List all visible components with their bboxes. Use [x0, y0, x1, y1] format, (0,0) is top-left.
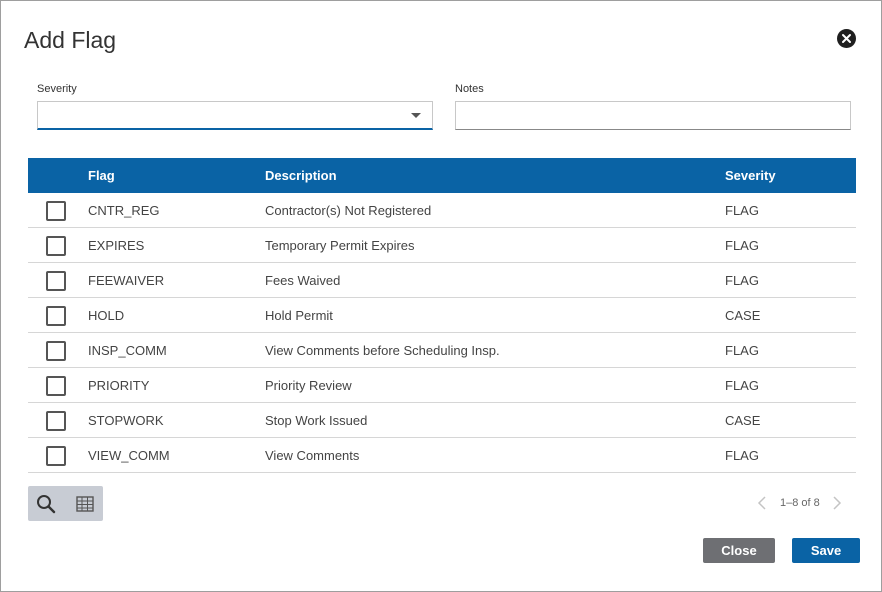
severity-select[interactable]: [37, 101, 433, 130]
notes-input[interactable]: [455, 101, 851, 130]
severity-label: Severity: [37, 83, 77, 95]
row-checkbox[interactable]: [46, 446, 66, 466]
row-checkbox[interactable]: [46, 236, 66, 256]
cell-description: Contractor(s) Not Registered: [265, 203, 432, 218]
row-checkbox[interactable]: [46, 306, 66, 326]
table-icon[interactable]: [74, 493, 96, 515]
cell-description: Priority Review: [265, 378, 352, 393]
cell-flag: CNTR_REG: [88, 203, 160, 218]
cell-description: Fees Waived: [265, 273, 341, 288]
table-row[interactable]: HOLD Hold Permit CASE: [28, 298, 856, 333]
table-row[interactable]: EXPIRES Temporary Permit Expires FLAG: [28, 228, 856, 263]
caret-down-icon: [411, 113, 421, 118]
notes-label: Notes: [455, 83, 484, 95]
save-button[interactable]: Save: [792, 538, 860, 563]
cell-flag: STOPWORK: [88, 413, 164, 428]
next-page-icon[interactable]: [832, 496, 842, 510]
row-checkbox[interactable]: [46, 271, 66, 291]
row-checkbox[interactable]: [46, 411, 66, 431]
cell-severity: FLAG: [725, 378, 759, 393]
table-row[interactable]: INSP_COMM View Comments before Scheduling…: [28, 333, 856, 368]
grid-toolbar: [28, 486, 103, 521]
close-button[interactable]: Close: [703, 538, 775, 563]
cell-flag: FEEWAIVER: [88, 273, 165, 288]
table-row[interactable]: FEEWAIVER Fees Waived FLAG: [28, 263, 856, 298]
header-flag[interactable]: Flag: [88, 168, 115, 183]
cell-description: View Comments: [265, 448, 360, 463]
row-checkbox[interactable]: [46, 376, 66, 396]
cell-severity: FLAG: [725, 448, 759, 463]
flags-table: Flag Description Severity CNTR_REG Contra…: [28, 158, 856, 473]
table-row[interactable]: STOPWORK Stop Work Issued CASE: [28, 403, 856, 438]
cell-severity: CASE: [725, 308, 761, 323]
pager-text: 1–8 of 8: [780, 497, 820, 509]
table-row[interactable]: CNTR_REG Contractor(s) Not Registered FLAG: [28, 193, 856, 228]
search-icon[interactable]: [35, 493, 57, 515]
cell-severity: FLAG: [725, 238, 759, 253]
table-row[interactable]: VIEW_COMM View Comments FLAG: [28, 438, 856, 473]
prev-page-icon[interactable]: [757, 496, 767, 510]
cell-flag: EXPIRES: [88, 238, 145, 253]
cell-severity: FLAG: [725, 273, 759, 288]
close-icon[interactable]: [837, 29, 856, 48]
dialog-title: Add Flag: [24, 27, 117, 53]
row-checkbox[interactable]: [46, 341, 66, 361]
cell-flag: HOLD: [88, 308, 125, 323]
cell-description: View Comments before Scheduling Insp.: [265, 343, 500, 358]
cell-flag: VIEW_COMM: [88, 448, 170, 463]
cell-flag: INSP_COMM: [88, 343, 167, 358]
table-header: Flag Description Severity: [28, 158, 856, 193]
cell-description: Hold Permit: [265, 308, 333, 323]
table-row[interactable]: PRIORITY Priority Review FLAG: [28, 368, 856, 403]
header-description[interactable]: Description: [265, 168, 337, 183]
cell-description: Stop Work Issued: [265, 413, 368, 428]
cell-flag: PRIORITY: [88, 378, 150, 393]
row-checkbox[interactable]: [46, 201, 66, 221]
cell-description: Temporary Permit Expires: [265, 238, 415, 253]
cell-severity: FLAG: [725, 203, 759, 218]
cell-severity: FLAG: [725, 343, 759, 358]
cell-severity: CASE: [725, 413, 761, 428]
header-severity[interactable]: Severity: [725, 168, 776, 183]
